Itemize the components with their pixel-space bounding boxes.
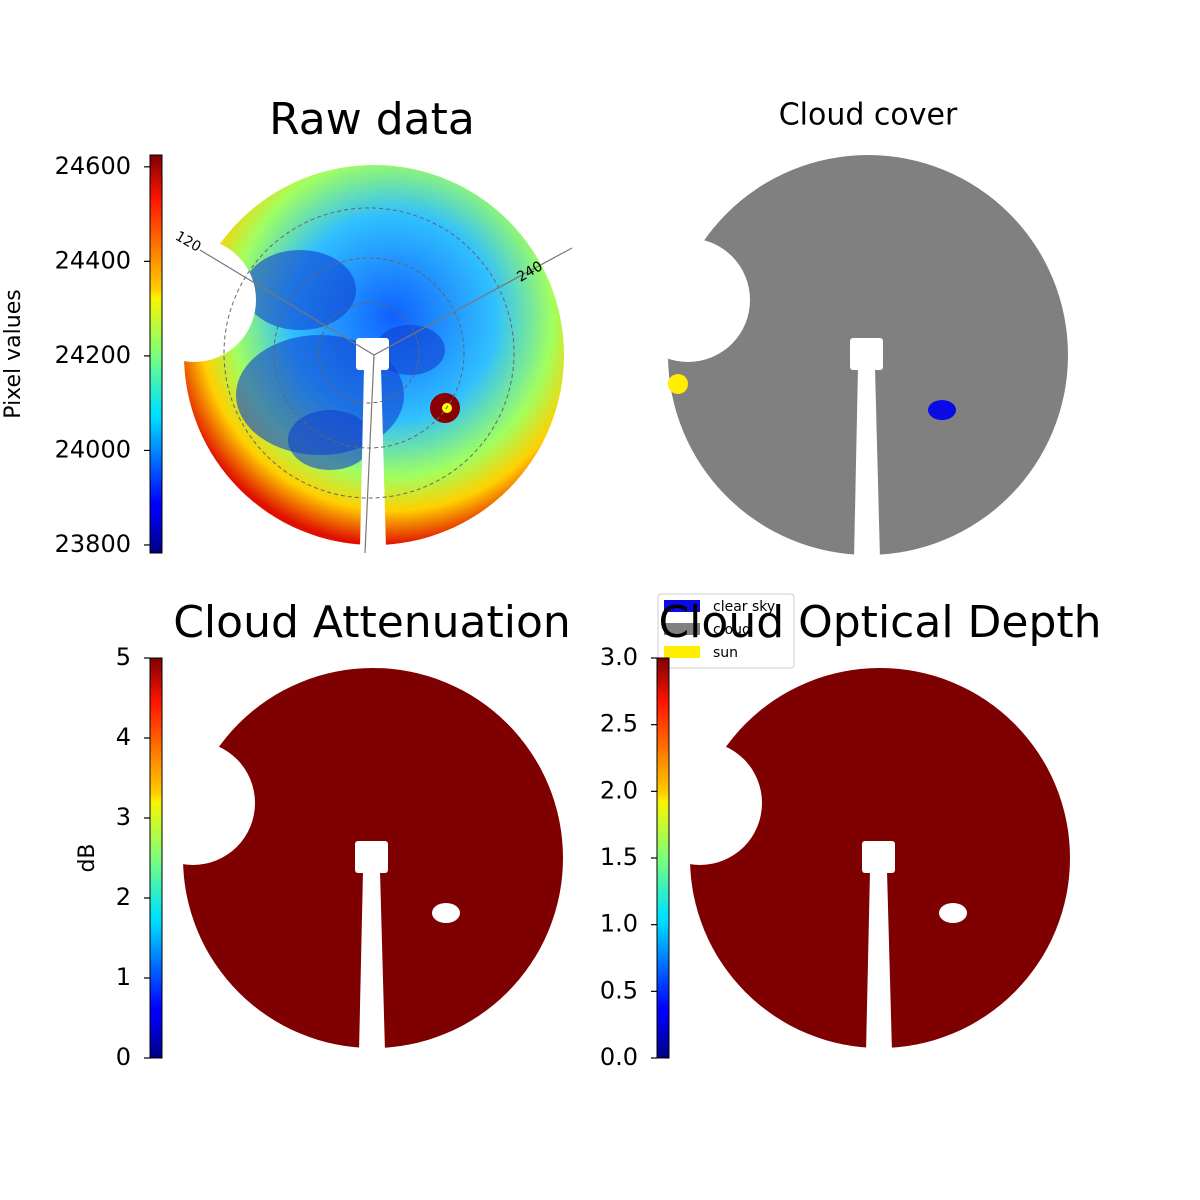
- pole: [854, 368, 880, 559]
- colorbar-label: Pixel values: [1, 289, 26, 418]
- colorbar: [656, 657, 670, 1059]
- colorbar-label: dB: [75, 843, 100, 872]
- pole-head: [850, 338, 883, 370]
- polar-grid: [273, 257, 465, 449]
- panel-title: Cloud Attenuation: [173, 597, 571, 648]
- clear-patch: [928, 400, 956, 420]
- tick-label: 24000: [55, 435, 131, 463]
- polar-axis: [199, 249, 375, 356]
- tick-label: 1.5: [600, 843, 638, 871]
- tick-label: 2.0: [600, 776, 638, 804]
- tick-label: 2.5: [600, 710, 638, 738]
- tick-label: 5: [116, 643, 131, 671]
- tick-label: 24200: [55, 341, 131, 369]
- legend-swatch: [664, 646, 700, 658]
- pole-head: [355, 841, 388, 873]
- tick-label: 0: [116, 1043, 131, 1071]
- legend: clear sky cloud sun: [657, 593, 795, 669]
- tick-label: 1: [116, 963, 131, 991]
- tick-label: 0.0: [600, 1043, 638, 1071]
- tick-label: 24600: [55, 152, 131, 180]
- tick-label: 2: [116, 883, 131, 911]
- panel-title: Cloud cover: [779, 98, 958, 133]
- panel-title: Cloud Optical Depth: [658, 597, 1101, 648]
- pole: [359, 871, 385, 1052]
- tick-label: 3.0: [600, 643, 638, 671]
- legend-label: sun: [713, 645, 738, 661]
- legend-label: clear sky: [713, 599, 775, 615]
- colorbar: [149, 154, 163, 554]
- legend-swatch: [664, 623, 700, 635]
- tick-label: 0.5: [600, 976, 638, 1004]
- masked-patch: [939, 903, 967, 923]
- cloud-region: [375, 325, 445, 375]
- masked-patch: [432, 903, 460, 923]
- tick-label: 3: [116, 803, 131, 831]
- polar-axis: [373, 247, 573, 356]
- panel: [626, 155, 1068, 559]
- mask: [132, 238, 256, 362]
- legend-label: cloud: [713, 622, 751, 638]
- pole: [360, 368, 386, 549]
- tick-label: 4: [116, 723, 131, 751]
- mask: [626, 238, 750, 362]
- tick-label: 24400: [55, 246, 131, 274]
- colorbar: [149, 657, 163, 1059]
- panel: [638, 668, 1070, 1052]
- legend-swatch: [664, 600, 700, 612]
- sun-marker: [668, 374, 688, 394]
- polar-axis: [364, 354, 375, 554]
- panel: [131, 668, 563, 1052]
- tick-label: 1.0: [600, 910, 638, 938]
- cloud-region: [244, 250, 356, 330]
- pole-head: [862, 841, 895, 873]
- panel-title: Raw data: [269, 94, 475, 145]
- polar-grid: [318, 302, 420, 404]
- pole: [866, 871, 892, 1052]
- tick-label: 23800: [55, 530, 131, 558]
- polar-grid: [223, 207, 515, 499]
